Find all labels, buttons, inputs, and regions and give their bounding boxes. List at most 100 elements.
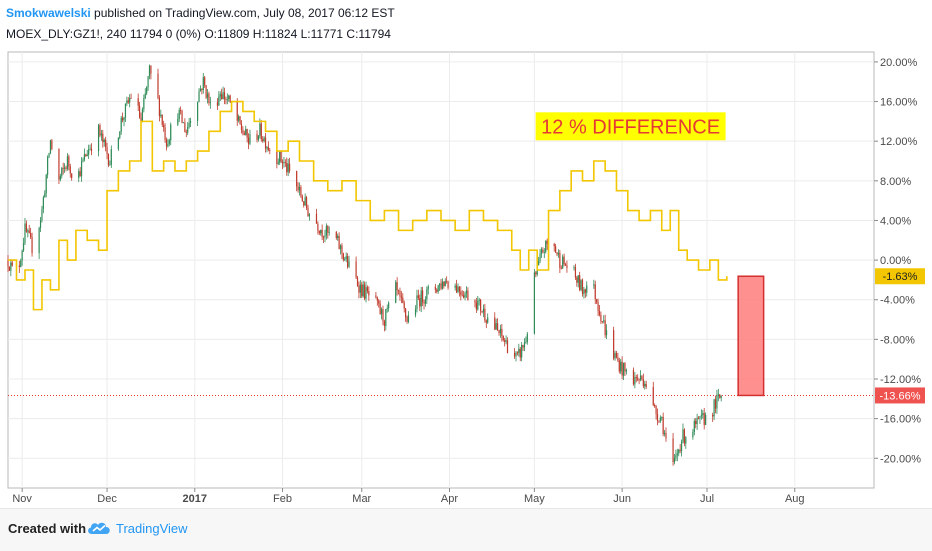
- difference-annotation-text: 12 % DIFFERENCE: [541, 116, 720, 138]
- candle-body: [455, 285, 458, 293]
- candle-body: [89, 148, 91, 150]
- candle-body: [397, 290, 400, 291]
- candle-body: [680, 441, 683, 451]
- candle-body: [219, 94, 221, 97]
- candle-body: [228, 95, 230, 99]
- candle-body: [138, 105, 141, 118]
- candle-body: [342, 253, 344, 260]
- candle-body: [204, 77, 206, 86]
- candle-body: [236, 102, 238, 121]
- candle-body: [259, 123, 261, 136]
- candle-body: [682, 429, 684, 442]
- candle-body: [99, 125, 101, 136]
- current-price-tag-label: -13.66%: [880, 390, 921, 402]
- candle-body: [658, 420, 660, 422]
- candle-body: [662, 416, 664, 434]
- candle-body: [423, 302, 425, 304]
- candle-body: [297, 186, 299, 191]
- candle-body: [526, 333, 528, 342]
- candle-body: [705, 414, 707, 425]
- candle-body: [475, 302, 477, 310]
- candle-body: [161, 114, 163, 125]
- candle-body: [80, 161, 83, 177]
- candle-body: [513, 353, 516, 357]
- candle-body: [337, 235, 339, 238]
- candle-body: [51, 140, 53, 149]
- candle-body: [264, 137, 267, 149]
- candle-body: [301, 196, 303, 202]
- candle-body: [480, 299, 482, 312]
- y-tick-label: -12.00%: [880, 374, 921, 386]
- candle-body: [317, 223, 319, 231]
- candle-body: [545, 240, 547, 253]
- candle-body: [716, 395, 718, 409]
- candle-body: [189, 120, 192, 123]
- candle-body: [44, 193, 46, 198]
- candle-body: [673, 458, 676, 463]
- y-tick-label: -8.00%: [880, 334, 915, 346]
- chart[interactable]: 12 % DIFFERENCE 20.00% 16.00% 12.00% 8.00% 4…: [0, 0, 932, 508]
- candle-body: [407, 315, 410, 322]
- candle-body: [458, 286, 460, 292]
- candle-body: [168, 140, 170, 144]
- y-tick-label: 20.00%: [880, 57, 918, 69]
- x-tick-label: Feb: [273, 493, 292, 505]
- y-tick-label: 4.00%: [880, 215, 911, 227]
- candle-body: [157, 73, 159, 99]
- candle-body: [533, 272, 535, 334]
- tradingview-brand-link[interactable]: TradingView: [116, 521, 188, 536]
- candle-body: [222, 92, 224, 100]
- candle-body: [286, 162, 288, 173]
- candle-body: [144, 93, 146, 99]
- candle-body: [703, 413, 705, 425]
- candle-body: [485, 320, 487, 323]
- candle-body: [441, 281, 444, 289]
- candle-body: [714, 399, 717, 409]
- candle-body: [427, 286, 429, 290]
- candle-body: [345, 256, 347, 259]
- candle-body: [388, 302, 390, 309]
- candle-body: [100, 133, 102, 136]
- candle-body: [624, 362, 626, 372]
- candle-body: [358, 285, 360, 293]
- current-price-tag-box: [875, 387, 925, 404]
- candle-body: [652, 386, 654, 406]
- candle-body: [327, 226, 329, 233]
- candle-body: [580, 280, 582, 290]
- candle-body: [638, 379, 640, 381]
- candle-body: [79, 171, 81, 177]
- candle-body: [305, 197, 308, 208]
- candle-body: [110, 149, 112, 165]
- candle-body: [581, 280, 584, 294]
- author-name[interactable]: Smokwawelski: [6, 6, 91, 20]
- candle-body: [361, 284, 363, 297]
- candle-body: [557, 252, 560, 255]
- candle-body: [276, 150, 278, 164]
- candle-body: [335, 231, 337, 238]
- candle-body: [495, 323, 497, 330]
- created-with-label: Created with: [8, 521, 87, 536]
- candle-body: [86, 154, 88, 157]
- candle-body: [563, 256, 565, 265]
- candle-body: [318, 230, 320, 234]
- candle-body: [498, 330, 500, 334]
- candle-body: [583, 289, 585, 294]
- candle-body: [164, 127, 166, 140]
- yellow-line-series: [8, 100, 728, 311]
- candle-body: [465, 290, 468, 294]
- candle-body: [618, 360, 620, 372]
- candle-body: [216, 102, 219, 106]
- candle-body: [170, 124, 172, 141]
- candle-body: [62, 167, 64, 169]
- candle-body: [11, 262, 13, 266]
- candle-body: [692, 432, 694, 438]
- candle-body: [672, 438, 674, 463]
- candle-body: [366, 287, 369, 292]
- candle-body: [300, 187, 302, 197]
- candle-body: [444, 281, 446, 287]
- candle-body: [338, 235, 340, 250]
- candle-body: [625, 369, 627, 372]
- candle-body: [420, 290, 422, 307]
- candle-body: [218, 96, 220, 106]
- candle-body: [320, 229, 322, 234]
